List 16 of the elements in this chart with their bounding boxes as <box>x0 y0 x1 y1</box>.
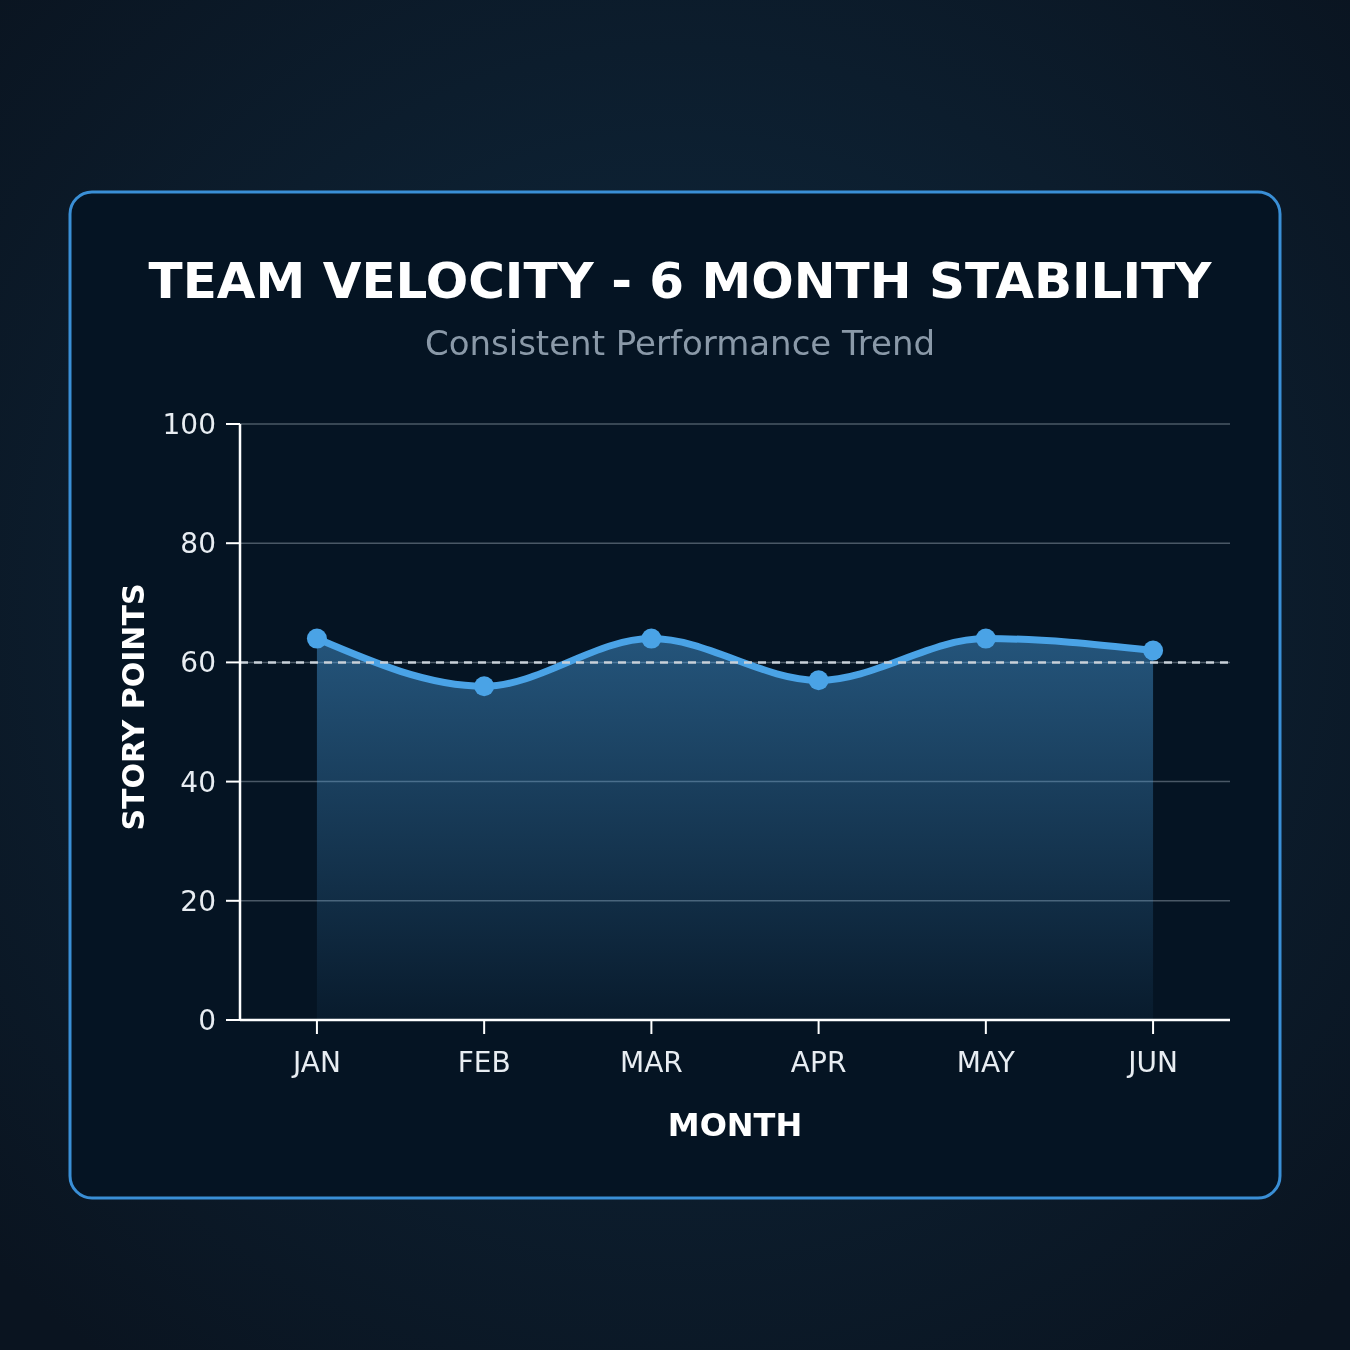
y-tick-label: 40 <box>180 765 216 799</box>
x-tick-label: APR <box>790 1046 847 1079</box>
y-axis-title: STORY POINTS <box>116 583 151 831</box>
y-tick-label: 80 <box>180 527 216 561</box>
x-tick-label: MAR <box>619 1046 683 1079</box>
y-tick-label: 60 <box>180 646 216 680</box>
x-axis-title: MONTH <box>667 1106 803 1144</box>
x-tick-label: JUN <box>1126 1046 1178 1079</box>
y-tick-label: 20 <box>180 884 216 918</box>
y-tick-label: 100 <box>162 408 216 441</box>
y-tick-label: 0 <box>198 1004 216 1037</box>
chart-title: TEAM VELOCITY - 6 MONTH STABILITY <box>148 252 1213 310</box>
chart-subtitle: Consistent Performance Trend <box>424 323 936 363</box>
x-tick-label: JAN <box>290 1046 341 1079</box>
x-tick-label: MAY <box>956 1046 1016 1079</box>
x-tick-label: FEB <box>457 1046 511 1079</box>
